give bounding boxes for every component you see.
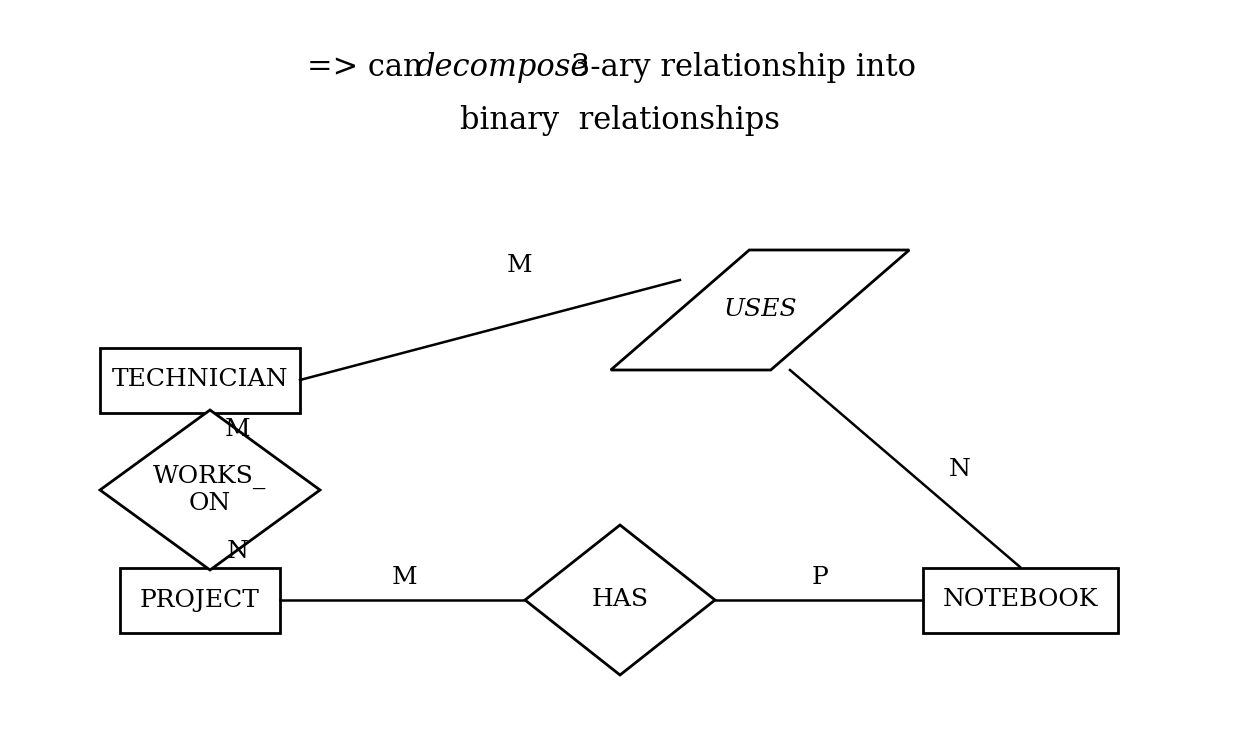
Text: PROJECT: PROJECT (140, 589, 260, 611)
Text: binary  relationships: binary relationships (460, 105, 780, 136)
Text: HAS: HAS (591, 589, 649, 611)
Text: TECHNICIAN: TECHNICIAN (112, 369, 288, 391)
Text: P: P (812, 566, 828, 590)
Text: decompose: decompose (415, 52, 589, 84)
Bar (100, 348, 300, 412)
Text: M: M (226, 418, 250, 442)
Polygon shape (611, 250, 909, 370)
Bar (120, 568, 280, 633)
Polygon shape (525, 525, 715, 675)
Text: NOTEBOOK: NOTEBOOK (942, 589, 1097, 611)
Text: => can: => can (306, 52, 432, 84)
Text: N: N (949, 458, 971, 482)
Text: 3-ary relationship into: 3-ary relationship into (562, 52, 916, 84)
Text: M: M (507, 253, 533, 277)
Text: WORKS_
ON: WORKS_ ON (154, 464, 267, 516)
Text: N: N (227, 541, 249, 563)
Polygon shape (100, 410, 320, 570)
Text: M: M (392, 566, 418, 590)
Text: USES: USES (723, 299, 797, 321)
Bar (923, 568, 1117, 633)
